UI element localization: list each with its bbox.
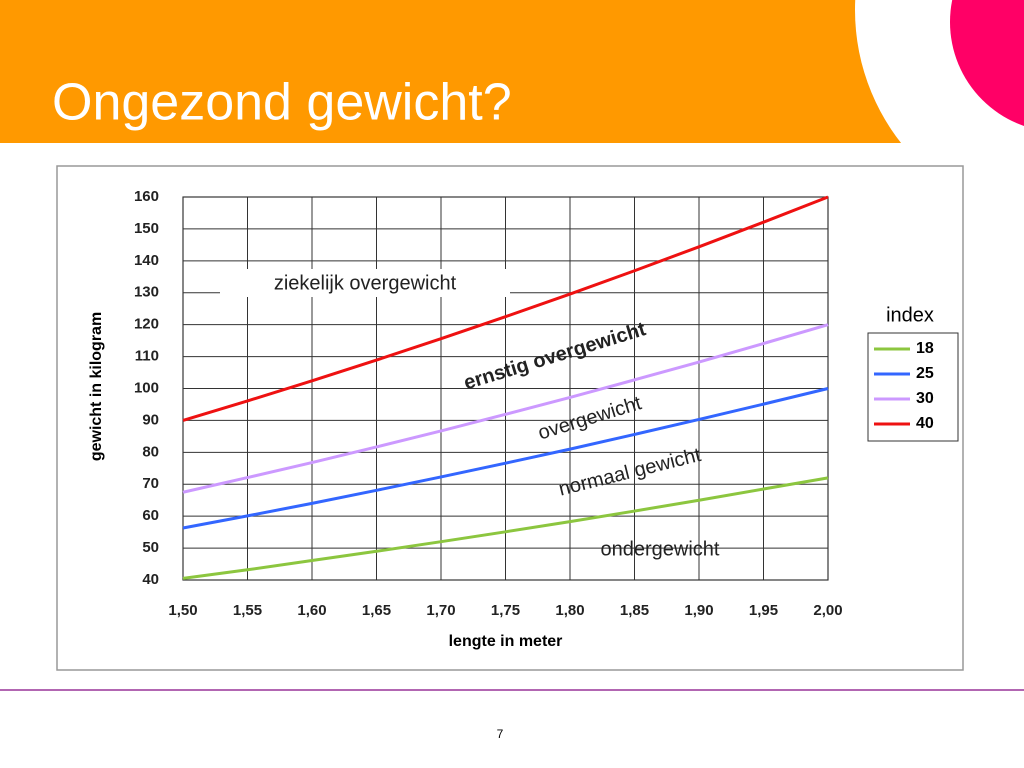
y-tick-label: 70	[142, 475, 159, 492]
y-tick-label: 80	[142, 443, 159, 460]
x-tick-label: 1,60	[297, 602, 326, 619]
annotation: ziekelijk overgewicht	[274, 272, 457, 294]
y-tick-label: 100	[134, 379, 159, 396]
annotation-bg	[220, 269, 510, 297]
y-tick-label: 60	[142, 507, 159, 524]
x-tick-label: 1,65	[362, 602, 391, 619]
x-tick-label: 1,50	[168, 602, 197, 619]
header-band	[0, 0, 1024, 143]
legend-title-bg	[862, 300, 962, 330]
y-tick-label: 90	[142, 411, 159, 428]
y-tick-label: 40	[142, 571, 159, 588]
y-tick-label: 50	[142, 539, 159, 556]
pink-circle	[950, 0, 1024, 126]
y-tick-label: 120	[134, 316, 159, 333]
series-line	[182, 476, 829, 580]
series-line	[182, 195, 829, 422]
legend-title: index	[886, 304, 934, 326]
y-tick-label: 110	[135, 348, 159, 365]
y-tick-label: 150	[134, 220, 159, 237]
y-axis-label: gewicht in kilogram	[88, 312, 105, 461]
slide-title: Ongezond gewicht?	[52, 74, 512, 132]
x-tick-label: 1,85	[620, 602, 649, 619]
y-tick-label: 140	[134, 252, 159, 269]
x-axis-label: lengte in meter	[449, 633, 563, 650]
x-tick-label: 1,95	[749, 602, 778, 619]
x-tick-label: 2,00	[813, 602, 842, 619]
annotation: ondergewicht	[601, 538, 720, 560]
x-tick-label: 1,90	[684, 602, 713, 619]
legend-label: 40	[916, 415, 934, 432]
y-tick-label: 130	[134, 284, 159, 301]
x-tick-label: 1,70	[426, 602, 455, 619]
x-tick-label: 1,80	[555, 602, 584, 619]
x-tick-label: 1,55	[233, 602, 262, 619]
page-number: 7	[497, 727, 504, 741]
x-tick-label: 1,75	[491, 602, 520, 619]
y-tick-label: 160	[134, 188, 159, 205]
legend-label: 30	[916, 390, 934, 407]
series-line	[182, 387, 829, 530]
legend-label: 18	[916, 340, 934, 357]
series-line	[182, 323, 829, 494]
legend-label: 25	[916, 365, 934, 382]
